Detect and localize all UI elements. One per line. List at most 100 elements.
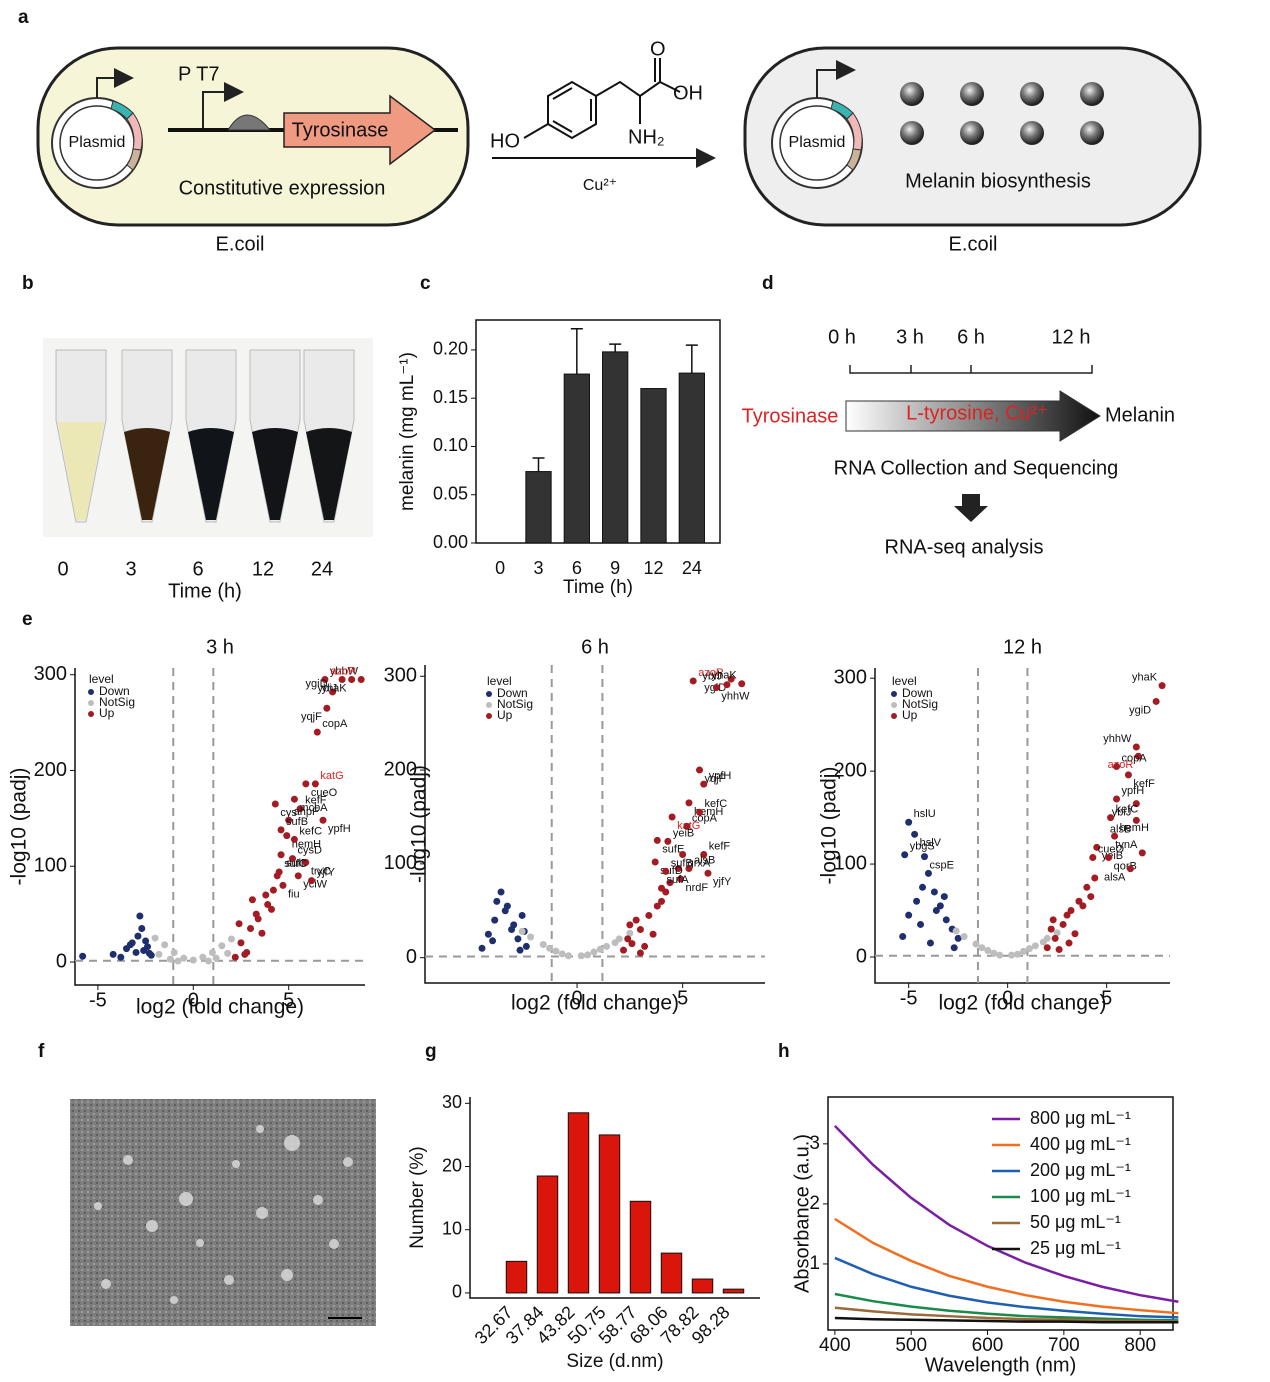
- legend-title: level: [892, 674, 917, 688]
- x-tick-label: 3: [533, 558, 543, 578]
- particles: [94, 1125, 353, 1304]
- y-axis-label: Number (%): [407, 1146, 428, 1248]
- legend-label: 800 μg mL⁻¹: [1030, 1108, 1131, 1128]
- point: [1008, 951, 1016, 959]
- point: [641, 942, 649, 950]
- gene-point: [357, 675, 365, 683]
- point: [174, 957, 182, 965]
- gene-point: [1113, 795, 1121, 803]
- chem-label: OH: [673, 82, 703, 104]
- line-series: [834, 1316, 1179, 1324]
- time-label: 12 h: [1052, 326, 1091, 348]
- panel-label: h: [778, 1041, 790, 1062]
- tem-image: [70, 1099, 376, 1326]
- host-label: E.coil: [949, 233, 998, 255]
- y-tick-label: 2: [809, 1193, 820, 1214]
- panel-label: e: [22, 609, 33, 630]
- tube: [185, 349, 237, 523]
- plot-frame: [827, 1096, 1174, 1331]
- point: [1075, 897, 1083, 905]
- gene-point: [290, 795, 298, 803]
- gene-label: nrdF: [686, 882, 709, 894]
- gene-point: [279, 881, 287, 889]
- x-axis-label: log2 (fold change): [511, 992, 679, 1015]
- bar: [536, 1175, 559, 1294]
- gene-label: katG: [320, 770, 343, 782]
- point: [208, 948, 216, 956]
- point: [126, 941, 134, 949]
- point: [254, 915, 262, 923]
- gene-point: [294, 872, 302, 880]
- point: [899, 933, 907, 941]
- tube-label: 3: [125, 558, 136, 580]
- gene-label: Tyrosinase: [292, 119, 389, 141]
- point: [649, 930, 657, 938]
- legend-title: level: [89, 672, 114, 686]
- point: [235, 920, 243, 928]
- point: [527, 933, 535, 941]
- gene-point: [700, 780, 708, 788]
- gene-label: yqjF: [705, 773, 726, 785]
- gene-point: [329, 688, 337, 696]
- promoter-arrow: [96, 68, 134, 98]
- gene-label: yjfY: [713, 876, 732, 888]
- middle-label: L-tyrosine, Cu²⁺: [906, 402, 1048, 424]
- point: [248, 896, 256, 904]
- gene-point: [323, 704, 331, 712]
- gene-label: fiu: [288, 888, 300, 900]
- gene-point: [696, 808, 704, 816]
- y-tick-label: 1: [809, 1253, 820, 1274]
- promoter-label: P T7: [178, 63, 220, 85]
- gene-point: [1132, 816, 1140, 824]
- bar: [525, 471, 552, 544]
- gene-label: ypfH: [328, 823, 351, 835]
- point: [247, 924, 255, 932]
- point: [919, 883, 927, 891]
- y-tick-label: 300: [34, 663, 67, 685]
- chart: 0 100 200 300 0 5 6 h log2 (fold change) -log10 …: [384, 636, 765, 1015]
- point: [147, 951, 155, 959]
- point: [237, 939, 245, 947]
- down-arrow: [954, 494, 988, 522]
- gene-label: sufC: [284, 858, 307, 870]
- line-series: [834, 1306, 1179, 1323]
- point: [218, 942, 226, 950]
- gene-label: alsA: [1104, 872, 1126, 884]
- point: [636, 949, 644, 957]
- y-tick-label: 0: [452, 1282, 462, 1302]
- gene-point: [700, 850, 708, 858]
- x-tick-label: 0: [1002, 987, 1013, 1009]
- point: [926, 939, 934, 947]
- point: [109, 950, 117, 958]
- legend-marker: [486, 713, 492, 719]
- point: [212, 954, 220, 962]
- plasmid-segment: [846, 148, 862, 171]
- line-series: [834, 1217, 1179, 1315]
- gene-point: [277, 851, 285, 859]
- point: [565, 952, 573, 960]
- point: [645, 911, 653, 919]
- point: [1043, 944, 1051, 952]
- point: [189, 956, 197, 964]
- point: [478, 944, 486, 952]
- panel-label: a: [18, 7, 29, 28]
- point: [590, 948, 598, 956]
- panel-label: f: [38, 1041, 45, 1062]
- point: [1014, 950, 1022, 958]
- plasmid-label: Plasmid: [69, 134, 126, 151]
- time-label: 6 h: [957, 326, 985, 348]
- gene-label: hemH: [292, 839, 321, 851]
- gene-point: [712, 684, 720, 692]
- gene-label: azoR: [330, 665, 356, 677]
- tube: [303, 349, 355, 523]
- x-axis-label: Wavelength (nm): [925, 1354, 1077, 1376]
- gene-point: [319, 816, 327, 824]
- point: [134, 932, 142, 940]
- timeline: [849, 365, 1093, 374]
- gene-label: ybiJ: [702, 671, 722, 683]
- chart: 0.00 0.05 0.10 0.15 0.20 Time (h) melanin (mg …: [397, 319, 721, 598]
- gene-point: [1113, 762, 1121, 770]
- gene-point: [283, 832, 291, 840]
- host-label: E.coil: [216, 233, 265, 255]
